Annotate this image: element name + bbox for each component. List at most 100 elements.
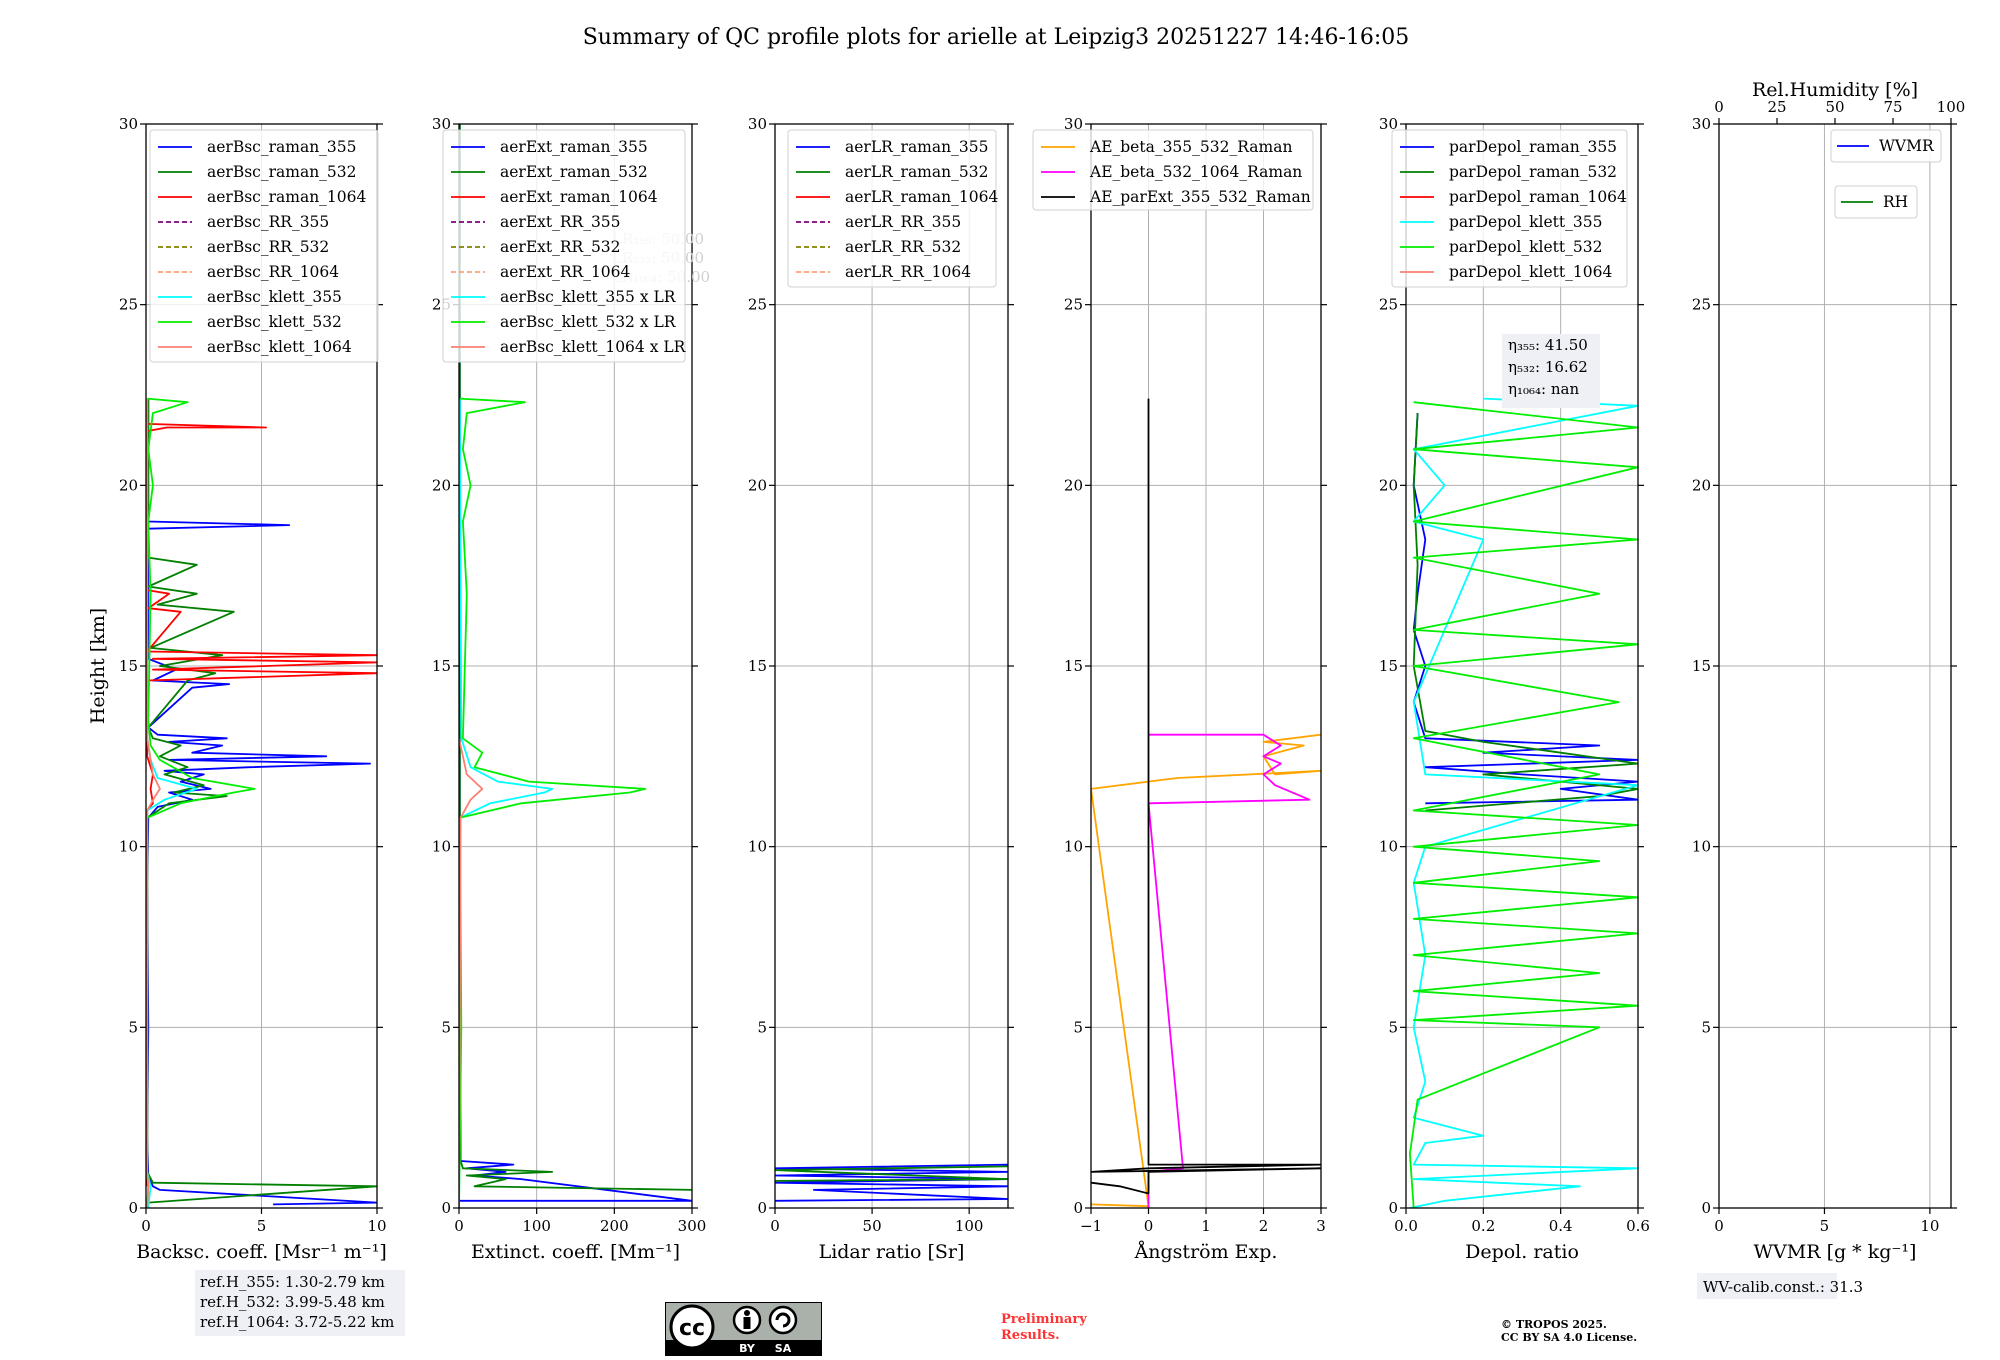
wv-calib-box: WV-calib.const.: 31.3 — [1697, 1273, 1863, 1299]
legend-bsc: aerBsc_raman_355 aerBsc_raman_532 aerBsc_r… — [149, 129, 379, 363]
ylabel-height: Height [km] — [87, 608, 109, 724]
xtick-label-wv-2: 10 — [1920, 1217, 1939, 1235]
xlabel-wv: WVMR [g * kg⁻¹] — [1754, 1241, 1917, 1263]
series-depol-3 — [1409, 397, 1638, 1208]
ytick-label-ext-6: 30 — [432, 115, 451, 133]
depol-annotation-bg — [1502, 334, 1600, 408]
ytick-label-ae-1: 5 — [1073, 1018, 1083, 1036]
by-label: BY — [739, 1342, 756, 1355]
series-bsc-7 — [146, 397, 256, 1208]
legend-label-bsc-3: aerBsc_RR_355 — [207, 213, 329, 231]
ytick-label-bsc-5: 25 — [119, 296, 138, 314]
series-bsc-2 — [146, 398, 377, 1187]
series-bsc-8 — [146, 398, 161, 1208]
ytick-label-ext-2: 10 — [432, 838, 451, 856]
xtick-label-depol-1: 0.2 — [1471, 1217, 1495, 1235]
legend-label-depol-4: parDepol_klett_532 — [1449, 238, 1602, 256]
legend-label-ae-2: AE_parExt_355_532_Raman — [1089, 188, 1311, 206]
top-xtick-label-1: 25 — [1767, 98, 1786, 116]
series-group-depol — [1409, 397, 1638, 1208]
legend-label-depol-5: parDepol_klett_1064 — [1449, 263, 1612, 281]
legend-label-depol-2: parDepol_raman_1064 — [1449, 188, 1627, 206]
ytick-label-wv-0: 0 — [1701, 1199, 1711, 1217]
xtick-label-wv-1: 5 — [1820, 1217, 1830, 1235]
ytick-label-depol-1: 5 — [1388, 1018, 1398, 1036]
legend-label-wv-1: RH — [1883, 193, 1908, 211]
top-xtick-label-2: 50 — [1825, 98, 1844, 116]
top-xtick-label-0: 0 — [1714, 98, 1724, 116]
ref-heights-bg — [195, 1270, 405, 1336]
ytick-label-wv-4: 20 — [1692, 476, 1711, 494]
xtick-label-ae-2: 1 — [1201, 1217, 1211, 1235]
xtick-label-bsc-2: 10 — [367, 1217, 386, 1235]
ref-height-355: ref.H_355: 1.30-2.79 km — [200, 1273, 385, 1291]
ytick-label-depol-4: 20 — [1379, 476, 1398, 494]
xtick-label-bsc-0: 0 — [141, 1217, 151, 1235]
top-xtick-label-3: 75 — [1883, 98, 1902, 116]
series-ext-7 — [459, 397, 647, 1208]
legend-label-ext-0: aerExt_raman_355 — [500, 138, 648, 156]
legend-label-ext-3: aerExt_RR_355 — [500, 213, 621, 231]
xtick-label-ae-4: 3 — [1316, 1217, 1326, 1235]
xtick-label-depol-2: 0.4 — [1549, 1217, 1573, 1235]
ytick-label-bsc-6: 30 — [119, 115, 138, 133]
ytick-label-ae-6: 30 — [1064, 115, 1083, 133]
legend-label-wv-0: WVMR — [1879, 137, 1935, 155]
xtick-label-ext-0: 0 — [454, 1217, 464, 1235]
annotation-depol-2: η₁₀₆₄: nan — [1508, 380, 1579, 398]
preliminary-note: Preliminary Results. — [1001, 1312, 1087, 1343]
wv-calib-text: WV-calib.const.: 31.3 — [1703, 1278, 1863, 1296]
legend-label-ae-0: AE_beta_355_532_Raman — [1089, 138, 1292, 156]
panel-depol: 0.0 0.2 0.4 0.6 0 5 10 15 20 25 30 Depol. ratio η₃₅₅… — [1379, 115, 1650, 1263]
legend-label-ext-2: aerExt_raman_1064 — [500, 188, 658, 206]
series-ae-0 — [1091, 733, 1321, 1208]
ytick-label-ae-3: 15 — [1064, 657, 1083, 675]
copyright-line-1: © TROPOS 2025. — [1501, 1318, 1607, 1331]
legend-box-bsc — [149, 129, 379, 363]
ytick-label-lr-2: 10 — [748, 838, 767, 856]
legend-label-lr-1: aerLR_raman_532 — [845, 163, 988, 181]
series-ae-1 — [1147, 733, 1311, 1208]
legend-label-lr-4: aerLR_RR_532 — [845, 238, 961, 256]
series-bsc-1 — [146, 398, 377, 1204]
ytick-label-lr-5: 25 — [748, 296, 767, 314]
legend-label-bsc-1: aerBsc_raman_532 — [207, 163, 357, 181]
xtick-label-ae-3: 2 — [1259, 1217, 1269, 1235]
legend-label-depol-0: parDepol_raman_355 — [1449, 138, 1617, 156]
legend-label-lr-0: aerLR_raman_355 — [845, 138, 988, 156]
ytick-label-bsc-2: 10 — [119, 838, 138, 856]
legend-label-bsc-6: aerBsc_klett_355 — [207, 288, 342, 306]
ytick-label-bsc-4: 20 — [119, 476, 138, 494]
series-group-ae — [1091, 398, 1321, 1208]
legend-ae: AE_beta_355_532_Raman AE_beta_532_1064_Ra… — [1032, 129, 1314, 211]
xtick-label-ext-3: 300 — [678, 1217, 707, 1235]
ytick-label-wv-6: 30 — [1692, 115, 1711, 133]
sa-share-icon — [768, 1305, 798, 1335]
xlabel-lr: Lidar ratio [Sr] — [819, 1241, 965, 1263]
legend-box-ae — [1032, 129, 1314, 211]
ytick-label-ae-5: 25 — [1064, 296, 1083, 314]
top-xtick-label-4: 100 — [1937, 98, 1966, 116]
legend-label-lr-2: aerLR_raman_1064 — [845, 188, 998, 206]
preliminary-line-2: Results. — [1001, 1328, 1060, 1343]
legend-label-depol-1: parDepol_raman_532 — [1449, 163, 1617, 181]
panel-bsc: 0 5 10 0 5 10 15 20 25 30 Backsc. coeff. [Msr⁻¹ m⁻… — [119, 115, 387, 1263]
annotation-depol-0: η₃₅₅: 41.50 — [1508, 336, 1588, 354]
ytick-label-wv-2: 10 — [1692, 838, 1711, 856]
xlabel-bsc: Backsc. coeff. [Msr⁻¹ m⁻¹] — [136, 1241, 387, 1263]
ytick-label-lr-0: 0 — [757, 1199, 767, 1217]
legend-label-bsc-5: aerBsc_RR_1064 — [207, 263, 339, 281]
legend-ext: aerExt_raman_355 aerExt_raman_532 aerExt_r… — [442, 129, 687, 363]
annotation-depol-1: η₅₃₂: 16.62 — [1508, 358, 1588, 376]
xtick-label-bsc-1: 5 — [257, 1217, 267, 1235]
ytick-label-lr-1: 5 — [757, 1018, 767, 1036]
legend-label-bsc-7: aerBsc_klett_532 — [207, 313, 342, 331]
series-ext-6 — [459, 398, 554, 1208]
figure-title: Summary of QC profile plots for arielle … — [583, 25, 1410, 50]
ytick-label-depol-2: 10 — [1379, 838, 1398, 856]
cc-logo-text: cc — [679, 1316, 705, 1341]
copyright-line-2: CC BY SA 4.0 License. — [1501, 1331, 1637, 1344]
